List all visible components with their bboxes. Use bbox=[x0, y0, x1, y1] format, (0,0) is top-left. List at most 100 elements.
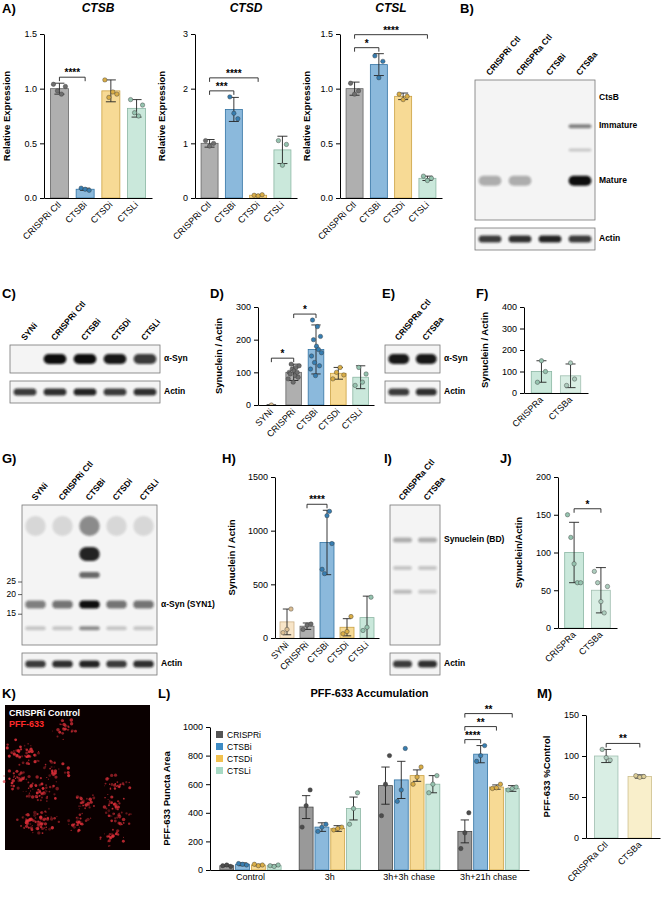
x-tick-label: CRISPRa bbox=[510, 395, 545, 430]
punctum bbox=[110, 787, 112, 789]
punctum bbox=[48, 779, 49, 780]
x-tick: CRISPRa Ctl bbox=[566, 840, 610, 884]
y-tick: 0 bbox=[246, 400, 258, 410]
data-point bbox=[467, 811, 471, 815]
significance-label: **** bbox=[226, 68, 242, 79]
y-tick-mark bbox=[254, 405, 258, 406]
x-tick-label: CRISPRi bbox=[265, 407, 298, 440]
x-tick: CTSBi bbox=[294, 407, 319, 432]
y-tick-label: 0 bbox=[574, 833, 579, 843]
punctum bbox=[40, 823, 43, 826]
punctum bbox=[68, 729, 69, 730]
x-tick-label: CRISPRa Ctl bbox=[566, 840, 610, 884]
data-point bbox=[604, 755, 608, 759]
punctum bbox=[81, 801, 84, 804]
punctum bbox=[43, 767, 46, 770]
punctum bbox=[20, 748, 22, 750]
punctum bbox=[36, 792, 39, 795]
y-axis: 050010001500 bbox=[248, 472, 276, 643]
significance-label: * bbox=[586, 499, 590, 510]
y-tick-mark bbox=[254, 307, 258, 308]
punctum bbox=[117, 801, 119, 803]
punctum bbox=[28, 750, 31, 753]
punctum bbox=[108, 799, 109, 800]
punctum bbox=[117, 800, 118, 801]
blot-band bbox=[106, 626, 127, 630]
punctum bbox=[53, 793, 55, 795]
x-axis-line bbox=[559, 628, 618, 629]
blot-band bbox=[569, 236, 592, 243]
data-point bbox=[244, 863, 248, 867]
y-tick: 100 bbox=[564, 751, 586, 761]
punctum bbox=[64, 728, 66, 730]
punctum bbox=[92, 794, 94, 796]
punctum bbox=[22, 816, 25, 819]
legend-label: CTSBi bbox=[227, 742, 252, 752]
bar bbox=[315, 827, 329, 870]
punctum bbox=[17, 749, 20, 752]
y-tick-label: 0 bbox=[183, 193, 188, 203]
punctum bbox=[110, 788, 112, 790]
y-tick-mark bbox=[520, 350, 524, 351]
punctum bbox=[59, 723, 61, 725]
punctum bbox=[125, 812, 127, 814]
punctum bbox=[117, 833, 119, 835]
x-axis: SYNiCRISPRiCTSBiCTSDiCTSLi bbox=[253, 406, 374, 440]
y-tick-label: 0 bbox=[198, 865, 203, 875]
x-tick-label: CTSLi bbox=[339, 407, 364, 432]
punctum bbox=[17, 749, 20, 752]
data-point bbox=[357, 365, 361, 369]
x-tick: 3h+3h chase bbox=[383, 872, 435, 882]
y-tick: 300 bbox=[502, 324, 524, 334]
y-tick-label: 0 bbox=[246, 400, 251, 410]
blot-panel: CRISPRa CtlCTSBaSynuclein (BD)Actin bbox=[390, 457, 505, 675]
blot-panel: CRISPRa CtlCTSBaα-SynActin bbox=[385, 297, 468, 403]
punctum bbox=[35, 827, 39, 831]
lane-label: CTSBa bbox=[574, 49, 600, 77]
data-point bbox=[373, 54, 377, 58]
data-point bbox=[325, 513, 329, 517]
y-tick-label: 50 bbox=[541, 586, 551, 596]
strip-label: Actin bbox=[599, 233, 620, 243]
image-label: CRISPRi Control bbox=[9, 708, 80, 718]
blot-band bbox=[569, 124, 592, 128]
punctum bbox=[11, 788, 14, 791]
y-tick: 100 bbox=[236, 368, 258, 378]
punctum bbox=[88, 798, 91, 801]
punctum bbox=[36, 813, 38, 815]
data-point bbox=[425, 178, 429, 182]
y-tick-mark bbox=[191, 143, 195, 144]
y-tick: 0.5 bbox=[320, 139, 340, 149]
strip-label: α-Syn (SYN1) bbox=[161, 599, 215, 609]
data-point bbox=[539, 359, 543, 363]
strip-label: Actin bbox=[444, 658, 465, 668]
punctum bbox=[51, 826, 54, 829]
punctum bbox=[70, 722, 73, 725]
y-tick: 0 bbox=[183, 193, 195, 203]
significance-label: **** bbox=[383, 25, 399, 36]
chart-panel: 0100200300400CRISPRaCTSBaSynuclein / Act… bbox=[479, 302, 589, 429]
punctum bbox=[61, 732, 64, 735]
y-tick-mark bbox=[206, 727, 210, 728]
punctum bbox=[112, 812, 115, 815]
data-point bbox=[313, 373, 317, 377]
x-tick: CRISPRi bbox=[265, 407, 298, 440]
y-tick-label: 200 bbox=[236, 335, 251, 345]
punctum bbox=[32, 825, 33, 826]
punctum bbox=[79, 827, 80, 828]
data-point bbox=[568, 361, 572, 365]
x-tick-label: CTSLi bbox=[261, 200, 286, 225]
x-tick-label: CTSLi bbox=[346, 640, 371, 665]
panel-letter: C) bbox=[2, 286, 16, 301]
error-bar bbox=[461, 820, 469, 843]
punctum bbox=[83, 805, 84, 806]
lane-label: CTSLi bbox=[139, 317, 162, 342]
data-point bbox=[638, 775, 642, 779]
punctum bbox=[27, 743, 28, 744]
punctum bbox=[26, 761, 30, 765]
punctum bbox=[111, 835, 113, 837]
lane-label: SYNi bbox=[29, 481, 49, 503]
y-tick-label: 1500 bbox=[248, 472, 268, 482]
punctum bbox=[51, 766, 53, 768]
data-point bbox=[352, 92, 356, 96]
